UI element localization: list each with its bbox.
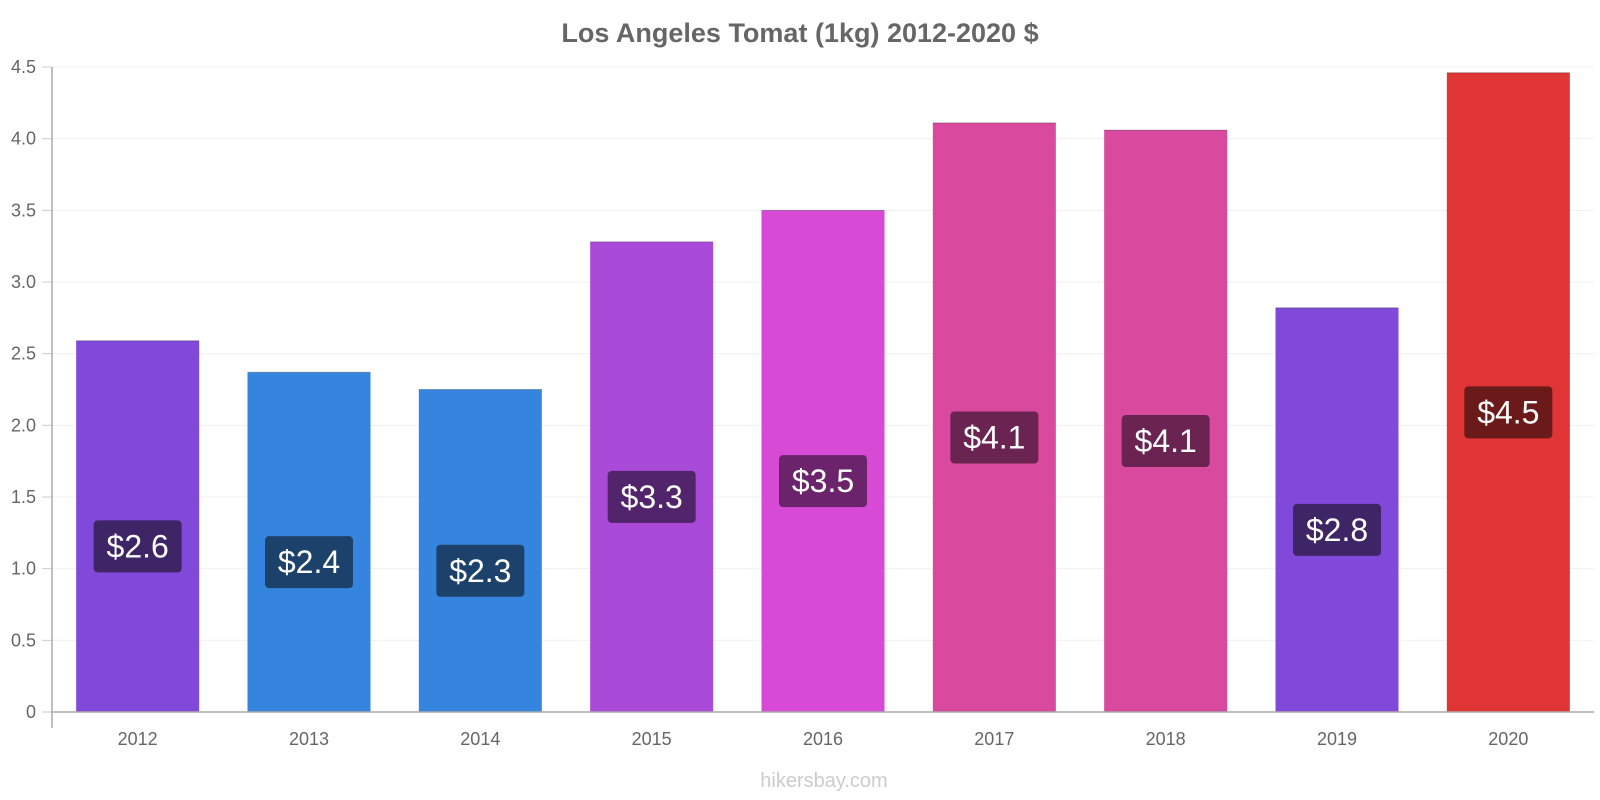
x-tick-label: 2013	[289, 729, 329, 749]
y-tick-label: 0.5	[11, 630, 36, 650]
chart-title: Los Angeles Tomat (1kg) 2012-2020 $	[561, 18, 1038, 48]
x-axis-ticks: 2012 2013 2014 2015 2016 2017 2018 2019 2020	[118, 729, 1529, 749]
y-tick-label: 4.5	[11, 57, 36, 77]
data-label: $2.3	[449, 553, 511, 589]
y-tick-label: 3.0	[11, 272, 36, 292]
x-tick-label: 2015	[632, 729, 672, 749]
x-tick-label: 2018	[1146, 729, 1186, 749]
x-tick-label: 2016	[803, 729, 843, 749]
data-label-background	[950, 411, 1039, 464]
y-tick-label: 0	[26, 702, 36, 722]
data-label: $2.4	[278, 544, 340, 580]
data-label: $4.5	[1477, 394, 1539, 430]
y-tick-label: 4.0	[11, 129, 36, 149]
x-tick-label: 2019	[1317, 729, 1357, 749]
x-tick-label: 2014	[460, 729, 500, 749]
y-tick-label: 3.5	[11, 200, 36, 220]
data-label: $4.1	[963, 419, 1025, 455]
bars	[76, 72, 1570, 713]
data-label: $4.1	[1135, 423, 1197, 459]
source-credit: hikersbay.com	[760, 770, 887, 792]
x-tick-label: 2020	[1488, 729, 1528, 749]
data-label: $3.5	[792, 463, 854, 499]
data-label: $2.6	[107, 528, 169, 564]
data-labels: $2.6 $2.4 $2.3 $3.3 $3.5 $4.1 $4.1 $2.8 $4.5	[93, 386, 1553, 597]
data-label: $3.3	[621, 479, 683, 515]
data-label-background	[607, 470, 696, 523]
data-label-background	[1121, 415, 1210, 468]
y-tick-label: 2.5	[11, 344, 36, 364]
y-tick-label: 1.5	[11, 487, 36, 507]
x-tick-label: 2017	[974, 729, 1014, 749]
data-label-background	[1293, 503, 1381, 556]
data-label: $2.8	[1306, 512, 1368, 548]
y-axis-ticks: 0 0.5 1.0 1.5 2.0 2.5 3.0 3.5 4.0 4.5	[11, 57, 52, 722]
x-tick-label: 2012	[118, 729, 158, 749]
data-label-background	[1464, 386, 1553, 439]
data-label-background	[93, 520, 182, 573]
data-label-background	[265, 536, 353, 589]
y-tick-label: 1.0	[11, 559, 36, 579]
data-label-background	[436, 544, 525, 597]
data-label-background	[779, 455, 867, 508]
y-tick-label: 2.0	[11, 415, 36, 435]
